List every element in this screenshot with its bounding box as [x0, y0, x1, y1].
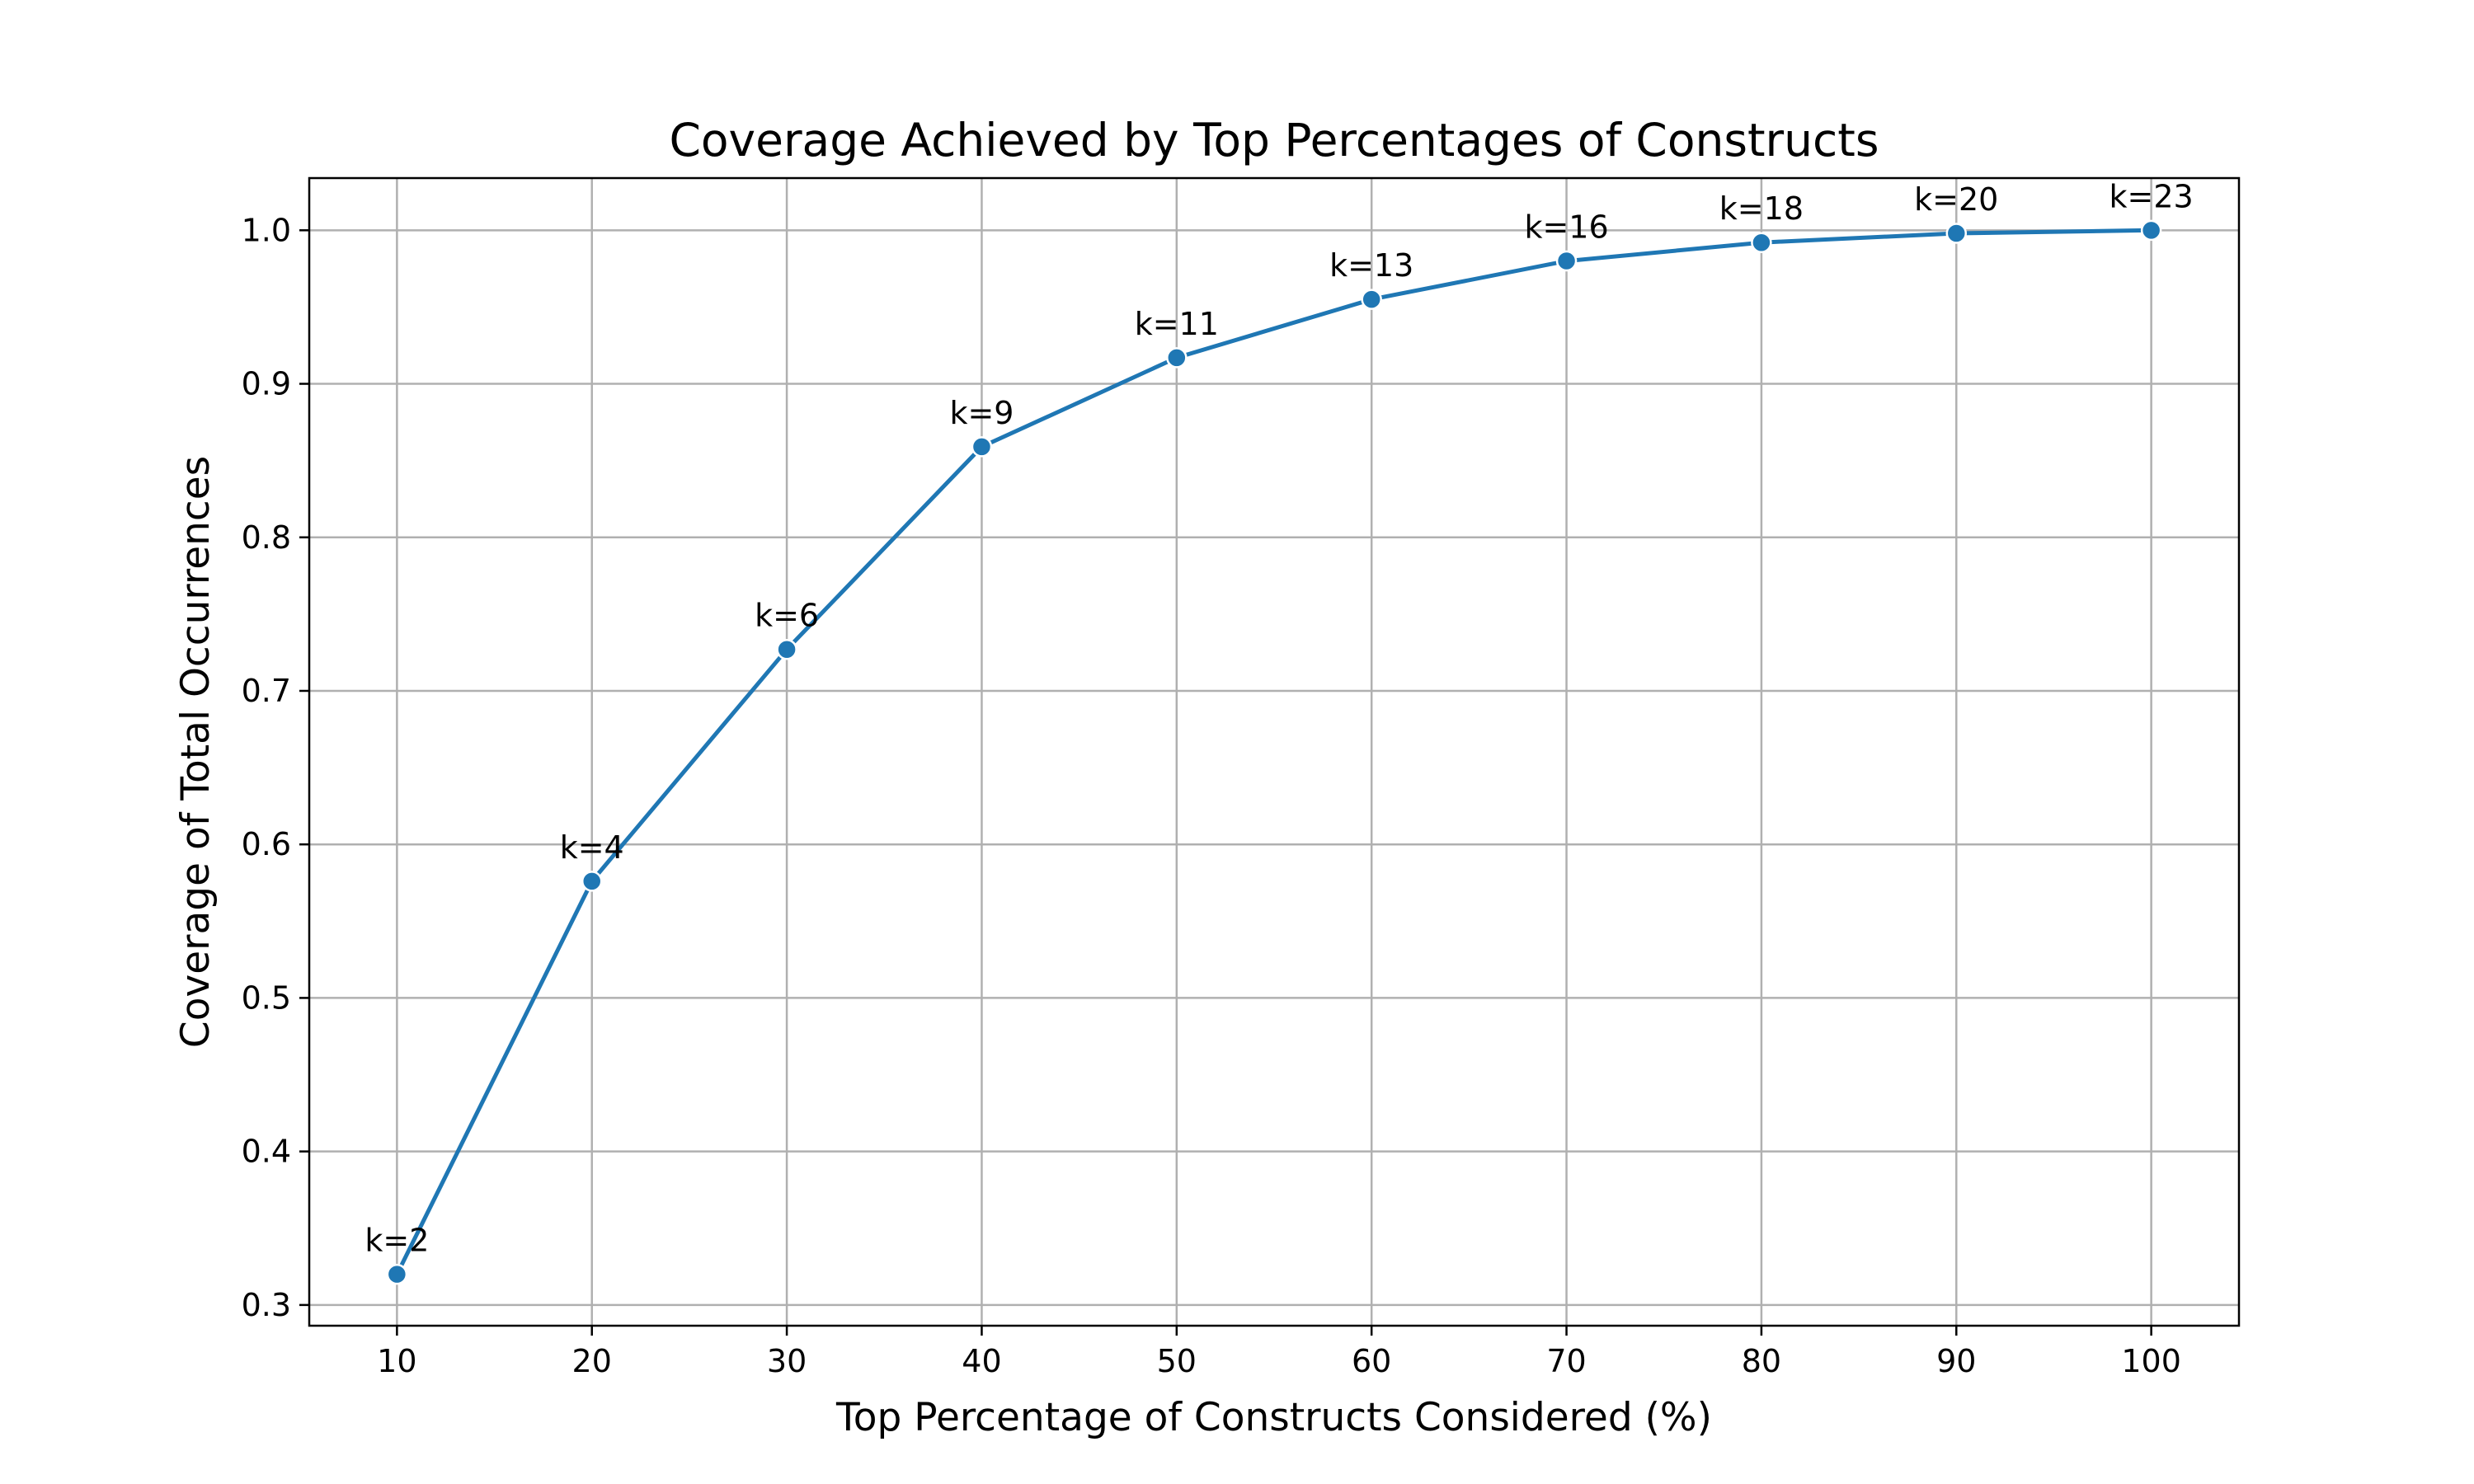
data-point: [1555, 250, 1578, 272]
x-tick-label: 80: [1742, 1343, 1781, 1379]
data-point: [1166, 347, 1188, 369]
x-tick-label: 40: [962, 1343, 1001, 1379]
y-tick-label: 0.6: [242, 826, 291, 862]
data-point: [776, 638, 797, 660]
y-tick-label: 1.0: [242, 212, 291, 248]
data-label: k=2: [365, 1223, 429, 1259]
data-point: [1751, 232, 1772, 253]
y-tick-label: 0.3: [242, 1287, 291, 1323]
x-tick-label: 50: [1157, 1343, 1197, 1379]
data-label: k=23: [2109, 178, 2194, 214]
x-tick-label: 60: [1352, 1343, 1391, 1379]
x-tick-label: 100: [2121, 1343, 2181, 1379]
y-tick-label: 0.7: [242, 673, 291, 709]
plot-area-frame: [308, 176, 2241, 1327]
y-axis-label: Coverage of Total Occurrences: [173, 456, 219, 1048]
x-tick-label: 10: [377, 1343, 416, 1379]
data-series: [386, 219, 2162, 1285]
data-label: k=6: [755, 598, 819, 634]
data-point: [581, 871, 603, 892]
series-line: [394, 228, 2154, 1277]
data-point: [2140, 219, 2162, 242]
axis-ticks: 10 20 30 40 50 60 70 80 90 100 0.3 0.4 0.5 0.6 0.7 0.8 0…: [242, 212, 2181, 1379]
data-label: k=4: [560, 829, 624, 866]
x-tick-label: 20: [572, 1343, 612, 1379]
data-label: k=18: [1719, 190, 1804, 227]
data-labels: k=2 k=4 k=6 k=9 k=11 k=13 k=16 k=18 k=20 k=23: [365, 178, 2193, 1258]
data-point: [1361, 289, 1382, 310]
y-tick-label: 0.4: [242, 1134, 291, 1170]
x-tick-label: 90: [1936, 1343, 1976, 1379]
grid: [309, 178, 2239, 1326]
y-tick-label: 0.8: [242, 519, 291, 556]
data-point: [971, 436, 993, 458]
y-tick-label: 0.5: [242, 979, 291, 1016]
data-point: [1945, 223, 1968, 244]
data-point: [386, 1263, 408, 1285]
x-tick-label: 70: [1546, 1343, 1586, 1379]
x-tick-label: 30: [767, 1343, 807, 1379]
chart-title: Coverage Achieved by Top Percentages of …: [670, 114, 1879, 167]
data-label: k=11: [1135, 306, 1219, 342]
x-axis-label: Top Percentage of Constructs Considered …: [835, 1395, 1712, 1440]
data-label: k=16: [1524, 209, 1608, 246]
y-tick-label: 0.9: [242, 366, 291, 402]
data-label: k=20: [1914, 181, 1998, 218]
data-label: k=13: [1329, 247, 1413, 284]
data-label: k=9: [949, 395, 1014, 431]
